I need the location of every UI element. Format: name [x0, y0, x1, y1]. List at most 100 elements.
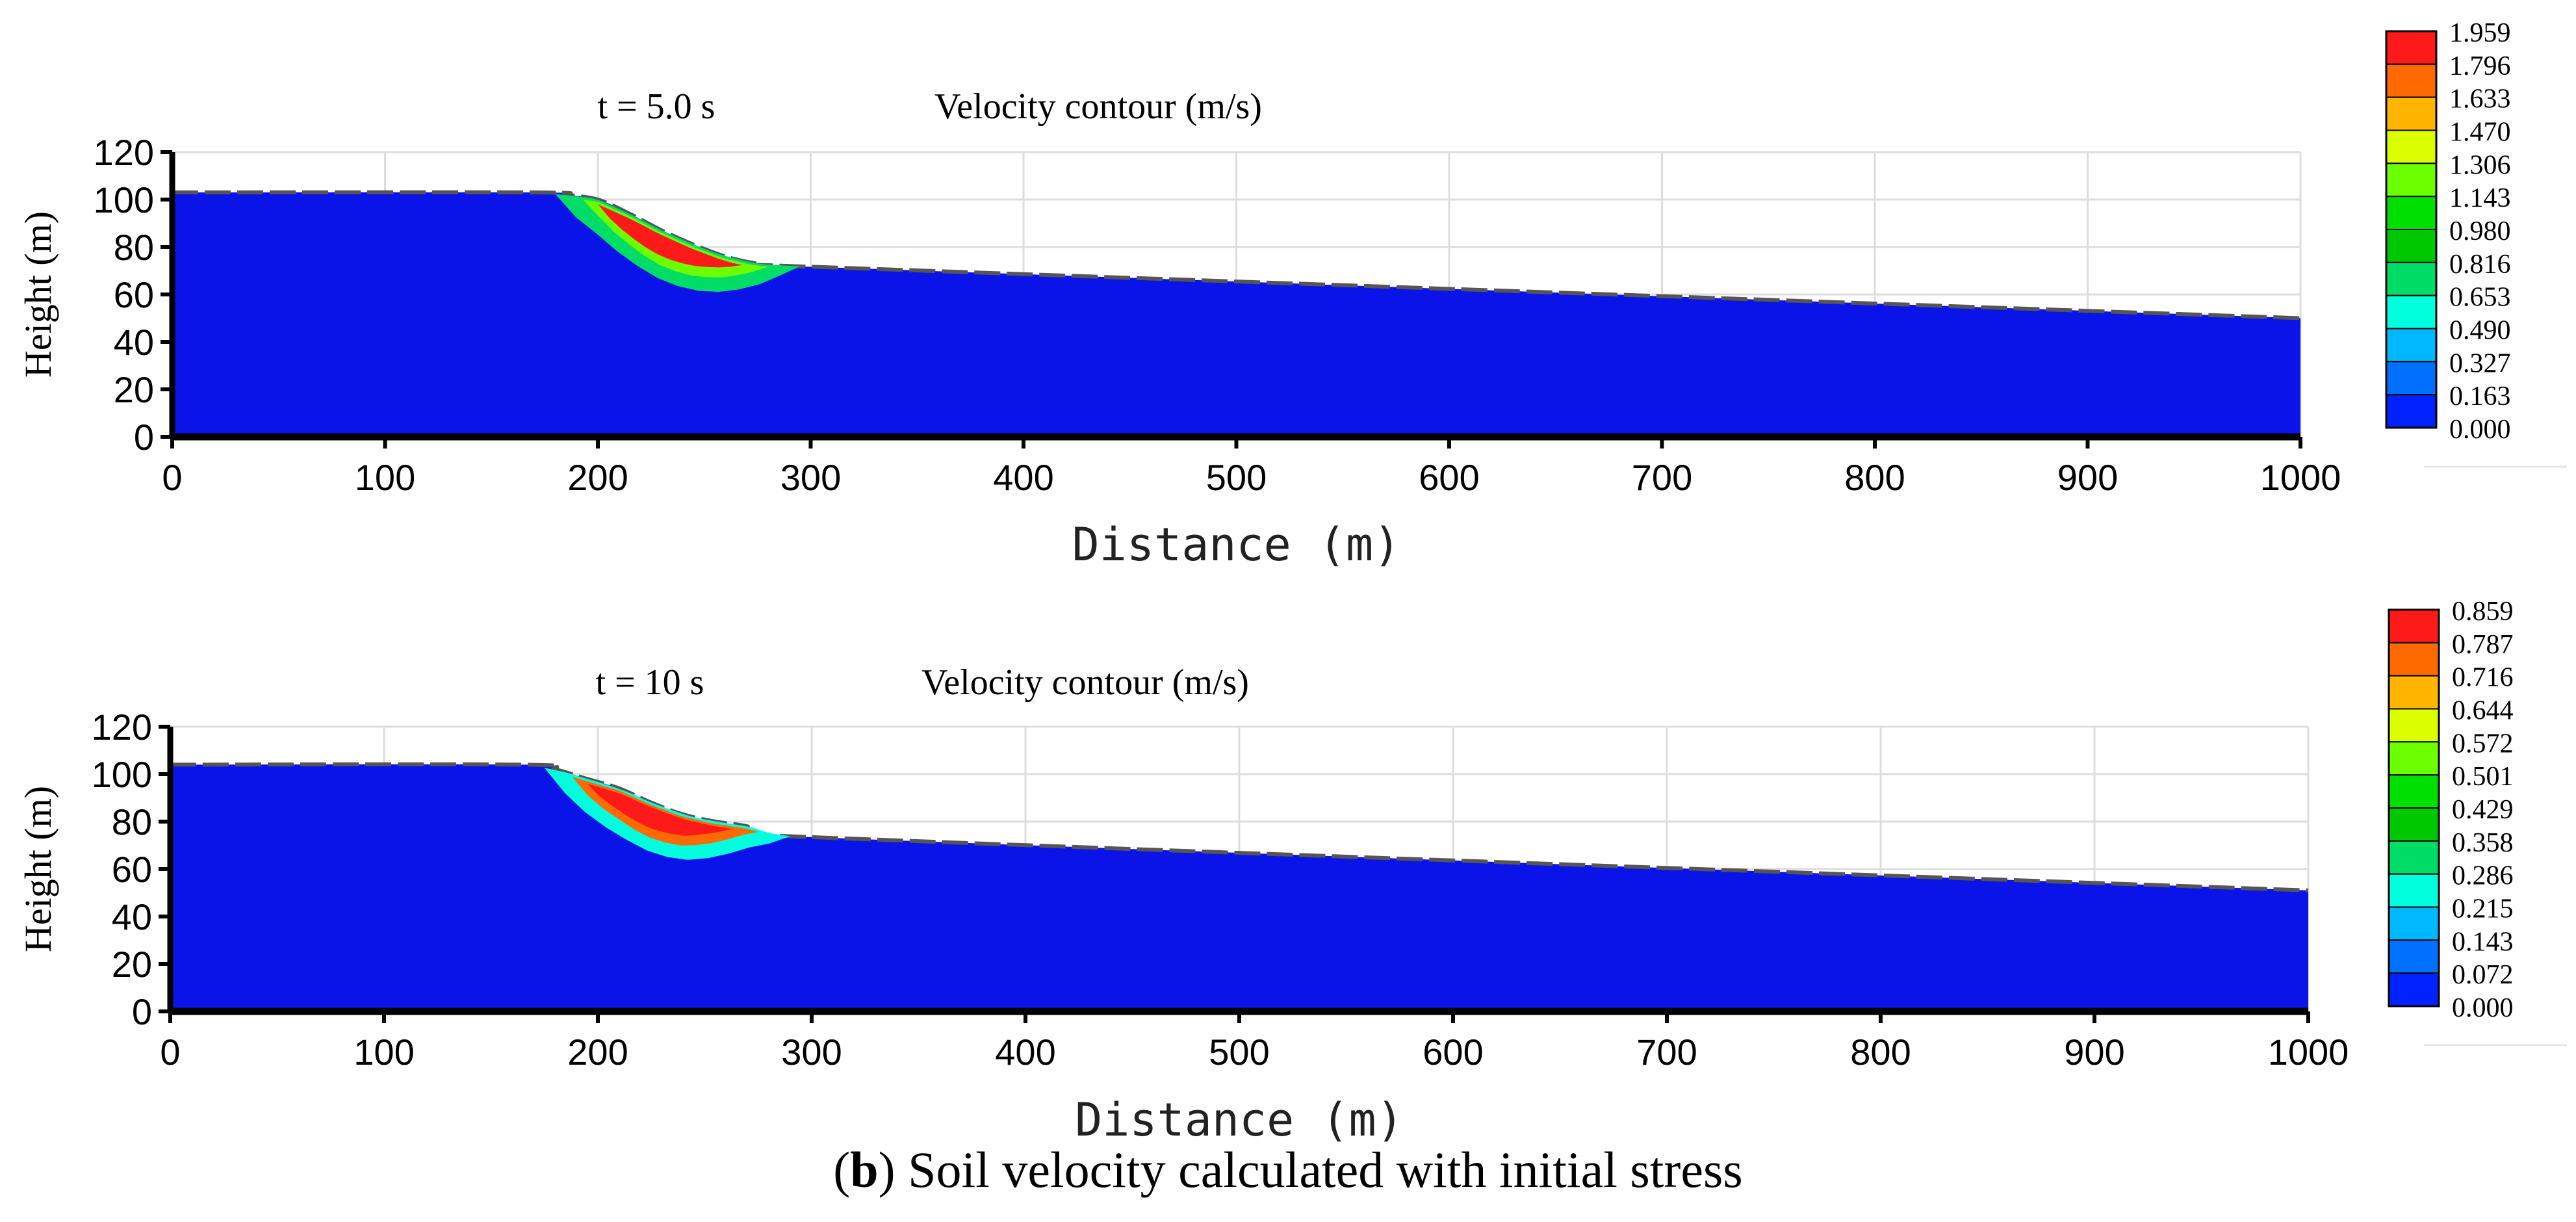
- y-axis-label: Height (m): [17, 786, 59, 952]
- slide-zone-core: [587, 783, 733, 836]
- caption-text: Soil velocity calculated with initial st…: [895, 1141, 1743, 1198]
- x-tick-label: 600: [1419, 457, 1479, 498]
- colorbar-tick-label: 0.816: [2449, 250, 2511, 280]
- colorbar-swatch: [2388, 807, 2440, 842]
- y-tick-label: 0: [132, 991, 152, 1032]
- y-tick-label: 80: [112, 801, 152, 842]
- y-tick-label: 40: [112, 896, 152, 937]
- y-axis-label: Height (m): [17, 211, 59, 378]
- x-tick-label: 900: [2064, 1032, 2124, 1072]
- y-tick-label: 120: [94, 132, 154, 173]
- colorbar-swatch: [2388, 873, 2440, 908]
- y-tick-label: 40: [114, 322, 154, 363]
- colorbar-swatch: [2386, 261, 2437, 296]
- figure-caption: (b) Soil velocity calculated with initia…: [0, 1141, 2576, 1199]
- colorbar-swatch: [2386, 328, 2437, 363]
- colorbar-tick-label: 1.143: [2449, 183, 2511, 213]
- colorbar-tick-label: 1.470: [2449, 118, 2511, 148]
- colorbar-tick-label: 0.429: [2452, 795, 2514, 825]
- colorbar-swatch: [2388, 972, 2440, 1007]
- x-tick-label: 900: [2057, 457, 2118, 498]
- colorbar-frame: [2388, 608, 2440, 1008]
- colorbar-swatch: [2388, 840, 2440, 875]
- x-tick-label: 0: [162, 457, 182, 498]
- colorbar-tick-label: 0.490: [2449, 316, 2511, 346]
- colorbar-swatch: [2386, 196, 2437, 230]
- x-tick-label: 100: [355, 457, 415, 498]
- colorbar-swatch: [2388, 939, 2440, 974]
- x-tick-label: 500: [1206, 457, 1267, 498]
- chart-title: Velocity contour (m/s): [921, 662, 1249, 703]
- colorbar-swatch: [2386, 31, 2437, 65]
- colorbar-tick-label: 0.327: [2449, 348, 2511, 378]
- y-tick-label: 120: [92, 707, 152, 748]
- colorbar-tick-label: 0.572: [2452, 729, 2514, 759]
- colorbar-tick-label: 0.653: [2449, 283, 2511, 313]
- time-label: t = 10 s: [596, 662, 704, 703]
- velocity-contour-panel-t5: t = 5.0 s Velocity contour (m/s) 0 20 40 60 80…: [17, 18, 2567, 571]
- colorbar-swatch: [2388, 708, 2440, 743]
- caption-open-paren: (: [833, 1141, 851, 1198]
- x-tick-label: 200: [567, 457, 628, 498]
- ground-surface-line: [172, 190, 2301, 320]
- y-tick-label: 20: [114, 369, 154, 410]
- colorbar-swatch: [2388, 642, 2440, 677]
- colorbar-swatch: [2386, 394, 2437, 429]
- colorbar-swatch: [2386, 229, 2437, 263]
- chart-title: Velocity contour (m/s): [934, 86, 1262, 127]
- x-tick-label: 300: [781, 1032, 842, 1072]
- colorbar-tick-label: 0.072: [2452, 960, 2514, 990]
- colorbar-tick-label: 0.358: [2452, 828, 2514, 858]
- x-tick-label: 100: [354, 1032, 414, 1072]
- colorbar-tick-label: 0.644: [2452, 696, 2514, 726]
- y-tick-label: 100: [92, 754, 152, 795]
- colorbar-frame: [2385, 30, 2438, 429]
- y-tick-label: 60: [112, 849, 152, 890]
- x-tick-label: 300: [780, 457, 841, 498]
- colorbar-tick-label: 0.286: [2452, 861, 2514, 891]
- colorbar-swatch: [2386, 129, 2437, 164]
- colorbar-tick-label: 0.000: [2452, 993, 2514, 1023]
- x-tick-label: 800: [1844, 457, 1905, 498]
- x-tick-label: 1000: [2260, 457, 2341, 498]
- y-tick-label: 60: [114, 274, 154, 315]
- caption-label: b: [850, 1141, 879, 1198]
- x-tick-label: 400: [993, 457, 1053, 498]
- colorbar-swatch: [2386, 361, 2437, 396]
- y-tick-label: 0: [134, 417, 154, 458]
- colorbar-tick-label: 0.980: [2449, 216, 2511, 246]
- colorbar-swatch: [2386, 162, 2437, 198]
- velocity-contour-panel-t10: t = 10 s Velocity contour (m/s) 0 20 40 60 80 1…: [17, 597, 2567, 1147]
- colorbar-tick-label: 1.306: [2449, 150, 2511, 180]
- x-axis-label: Distance (m): [1075, 1093, 1404, 1147]
- x-tick-label: 600: [1423, 1032, 1483, 1072]
- x-tick-label: 700: [1632, 457, 1692, 498]
- x-tick-label: 0: [160, 1032, 180, 1072]
- time-label: t = 5.0 s: [598, 86, 715, 127]
- colorbar-tick-label: 0.215: [2452, 894, 2514, 924]
- colorbar-tick-label: 0.859: [2452, 597, 2514, 627]
- x-tick-label: 700: [1636, 1032, 1697, 1072]
- colorbar-swatch: [2388, 906, 2440, 941]
- caption-close-paren: ): [878, 1141, 895, 1198]
- x-axis-label: Distance (m): [1072, 518, 1401, 571]
- colorbar-tick-label: 1.959: [2449, 18, 2511, 48]
- colorbar-swatch: [2388, 741, 2440, 776]
- colorbar-tick-label: 0.143: [2452, 927, 2514, 957]
- colorbar-swatch: [2388, 774, 2440, 809]
- colorbar-swatch: [2386, 63, 2437, 98]
- colorbar-tick-label: 0.501: [2452, 762, 2514, 792]
- colorbar-tick-label: 0.716: [2452, 663, 2514, 693]
- x-tick-label: 400: [995, 1032, 1055, 1072]
- x-tick-label: 500: [1209, 1032, 1269, 1072]
- colorbar-tick-label: 1.633: [2449, 84, 2511, 114]
- x-tick-label: 800: [1850, 1032, 1911, 1072]
- x-tick-label: 200: [567, 1032, 628, 1072]
- colorbar-swatch: [2388, 609, 2440, 644]
- colorbar-tick-label: 0.000: [2449, 415, 2511, 445]
- y-tick-label: 80: [114, 227, 154, 268]
- colorbar-swatch: [2388, 675, 2440, 710]
- colorbar-tick-label: 1.796: [2449, 51, 2511, 81]
- x-tick-label: 1000: [2268, 1032, 2349, 1072]
